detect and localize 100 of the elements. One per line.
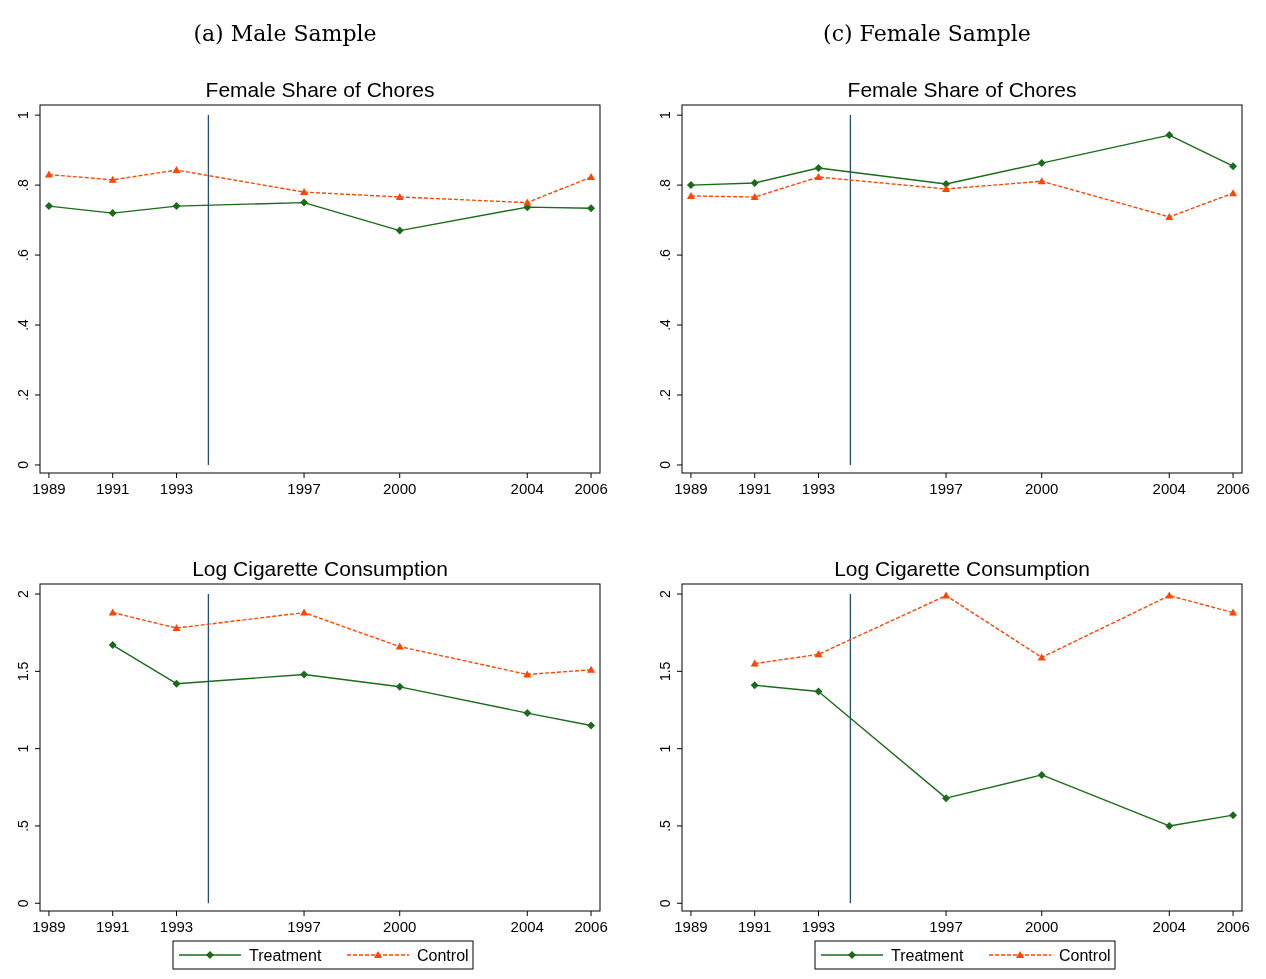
y-tick-label: 0: [657, 899, 673, 908]
x-tick-label: 2006: [574, 480, 608, 497]
x-tick-label: 2004: [510, 918, 544, 935]
point: [814, 687, 823, 696]
y-tick-label: 0: [15, 899, 31, 908]
y-tick-label: 2: [15, 589, 31, 598]
point: [750, 179, 759, 188]
y-tick-label: .4: [15, 318, 31, 331]
point: [300, 188, 309, 196]
chart-subtitle: Female Share of Chores: [847, 78, 1077, 101]
x-tick-label: 1991: [96, 480, 130, 497]
x-tick-label: 1989: [32, 918, 66, 935]
x-tick-label: 1989: [674, 480, 708, 497]
point: [108, 175, 117, 183]
x-tick-label: 2006: [1216, 480, 1250, 497]
point: [1165, 131, 1174, 140]
y-tick-label: .6: [657, 249, 673, 261]
x-tick-label: 1991: [738, 480, 772, 497]
point: [942, 794, 951, 803]
point: [587, 173, 596, 181]
point: [172, 202, 181, 211]
y-tick-label: 0: [657, 460, 673, 469]
y-tick-label: .6: [15, 249, 31, 261]
x-tick-label: 2000: [1025, 480, 1059, 497]
x-tick-label: 1997: [287, 480, 321, 497]
point: [395, 193, 404, 200]
x-tick-label: 2004: [1152, 918, 1186, 935]
point: [300, 670, 309, 679]
x-tick-label: 2004: [1152, 480, 1186, 497]
x-tick-label: 1993: [801, 480, 836, 497]
x-tick-label: 1997: [929, 918, 963, 935]
y-tick-label: .8: [657, 179, 673, 191]
y-tick-label: .2: [15, 388, 31, 401]
point: [1165, 212, 1174, 220]
point: [108, 641, 117, 650]
y-tick-label: 1: [15, 744, 31, 753]
point: [172, 624, 181, 632]
point: [1165, 591, 1174, 599]
point: [1229, 811, 1238, 820]
point: [395, 226, 404, 235]
chart-title: Log Cigarette Consumption: [834, 557, 1090, 580]
point: [750, 681, 759, 690]
point: [814, 173, 823, 181]
point: [750, 193, 759, 200]
point: [814, 163, 823, 172]
point: [942, 184, 951, 192]
point: [395, 682, 404, 691]
point: [1229, 162, 1238, 171]
y-tick-label: 1: [15, 111, 31, 120]
y-tick-label: .4: [657, 318, 673, 331]
point: [172, 679, 181, 688]
x-tick-label: 1993: [159, 918, 194, 935]
x-tick-label: 2004: [510, 480, 544, 497]
y-tick-label: 1.5: [657, 661, 673, 682]
y-tick-label: 1: [657, 111, 673, 120]
x-tick-label: 1989: [674, 918, 708, 935]
legend-label: Treatment: [249, 947, 322, 964]
point: [172, 166, 181, 174]
point: [587, 721, 596, 730]
point: [1229, 189, 1238, 197]
x-tick-label: 2000: [1025, 918, 1059, 935]
point: [587, 665, 596, 673]
x-tick-label: 2006: [1216, 918, 1250, 935]
point: [395, 642, 404, 650]
y-tick-label: 2: [657, 589, 673, 598]
legend-label: Control: [417, 947, 469, 964]
y-tick-label: .5: [657, 819, 673, 832]
y-tick-label: 1.5: [15, 661, 31, 682]
point: [300, 198, 309, 207]
x-tick-label: 1997: [287, 918, 321, 935]
y-tick-label: .2: [657, 388, 673, 401]
legend-label: Treatment: [891, 947, 964, 964]
x-tick-label: 1993: [159, 480, 194, 497]
x-tick-label: 1989: [32, 480, 66, 497]
x-tick-label: 2000: [383, 918, 417, 935]
point: [1037, 177, 1046, 185]
x-tick-label: 1991: [738, 918, 772, 935]
x-tick-label: 2000: [383, 480, 417, 497]
point: [523, 709, 532, 718]
point: [942, 591, 951, 599]
x-tick-label: 2006: [574, 918, 608, 935]
chart-subtitle: Female Share of Chores: [205, 78, 435, 101]
point: [686, 181, 695, 190]
chart-title: (a) Male Sample: [193, 21, 377, 46]
x-tick-label: 1997: [929, 480, 963, 497]
y-tick-label: .8: [15, 179, 31, 191]
point: [686, 191, 695, 199]
point: [300, 608, 309, 616]
legend-label: Control: [1059, 947, 1111, 964]
chart-title: (c) Female Sample: [823, 21, 1031, 46]
x-tick-label: 1993: [801, 918, 836, 935]
y-tick-label: .5: [15, 819, 31, 832]
x-tick-label: 1991: [96, 918, 130, 935]
point: [44, 202, 53, 211]
point: [1229, 608, 1238, 616]
point: [750, 659, 759, 667]
point: [1037, 770, 1046, 779]
point: [523, 198, 532, 206]
point: [1037, 159, 1046, 168]
point: [1165, 821, 1174, 830]
